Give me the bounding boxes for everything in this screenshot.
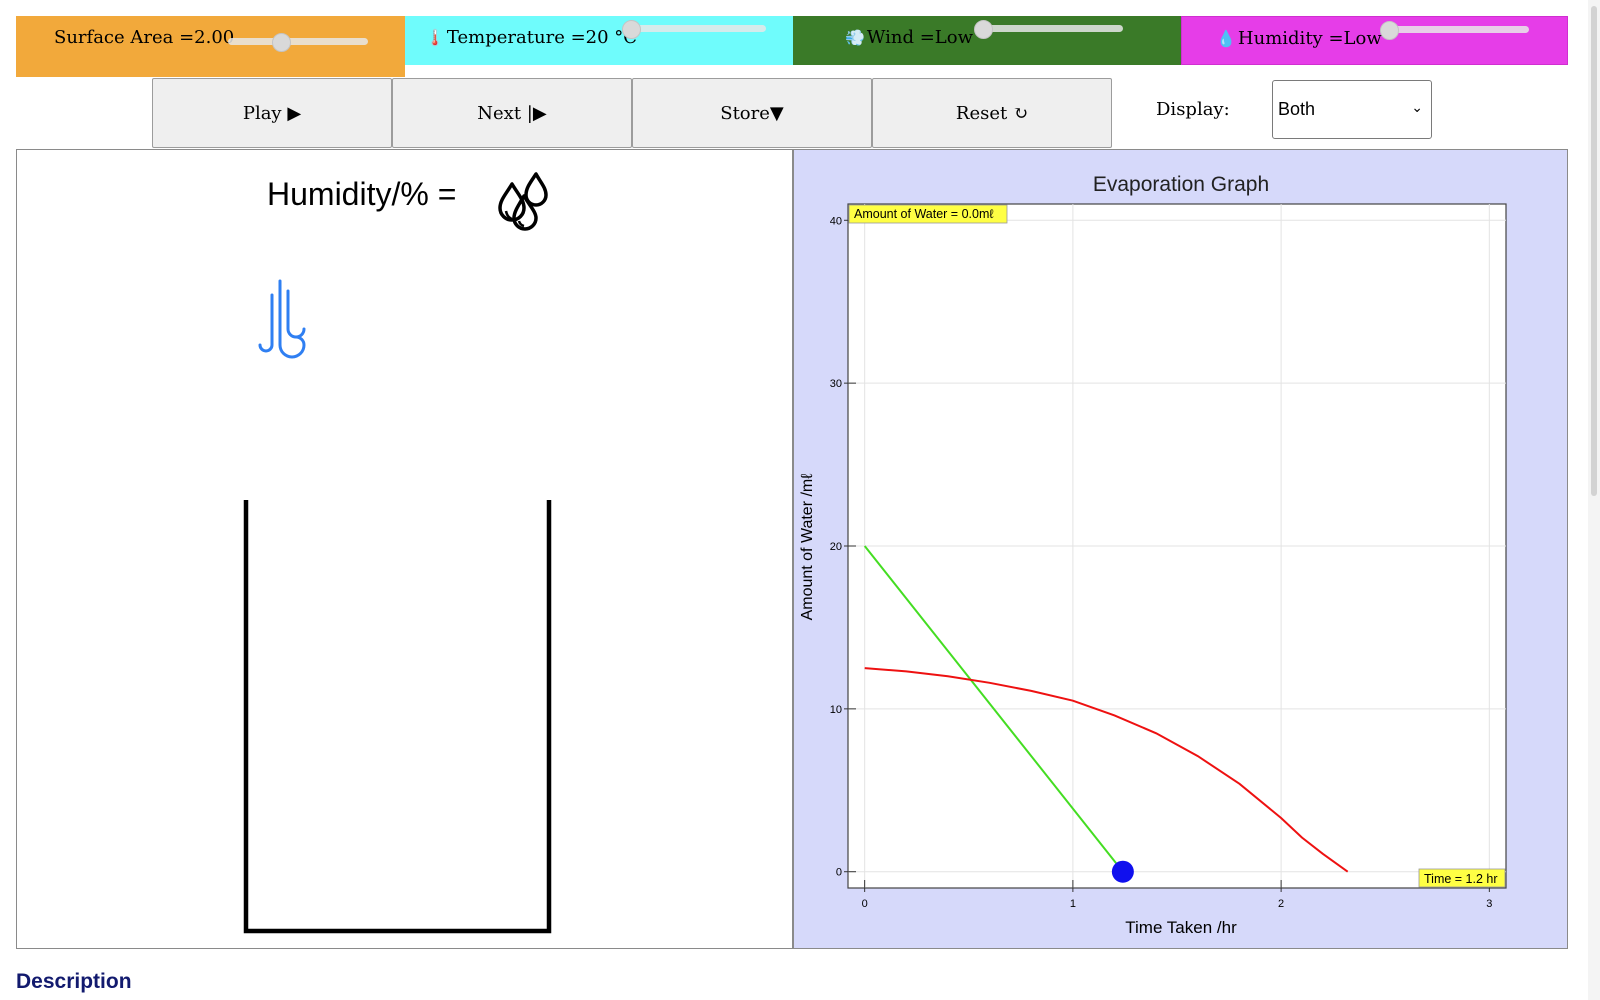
humidity-title: Humidity/% = bbox=[267, 176, 457, 212]
chart-title: Evaporation Graph bbox=[1093, 173, 1269, 196]
store-button[interactable]: Store▼ bbox=[632, 78, 872, 148]
description-heading: Description bbox=[16, 970, 132, 993]
series-line-2 bbox=[864, 667, 1349, 873]
chart-series bbox=[863, 545, 1349, 883]
wind-slider-thumb[interactable] bbox=[974, 20, 993, 39]
x-tick-label: 3 bbox=[1486, 898, 1492, 910]
wind-slider-track[interactable] bbox=[983, 25, 1123, 32]
thermometer-icon: 🌡️ bbox=[425, 28, 445, 47]
display-label: Display: bbox=[1156, 99, 1230, 120]
water-drops-icon bbox=[498, 172, 548, 231]
surface-area-control: Surface Area =2.00 bbox=[16, 16, 405, 77]
temperature-label: Temperature =20 °C bbox=[446, 27, 638, 48]
next-button[interactable]: Next |▶ bbox=[392, 78, 632, 148]
time-annotation-box bbox=[1418, 868, 1506, 888]
surface-area-slider-track[interactable] bbox=[228, 38, 368, 45]
wind-label: Wind =Low bbox=[866, 27, 973, 48]
series-line-1 bbox=[863, 545, 1124, 873]
temperature-slider-track[interactable] bbox=[631, 25, 766, 32]
x-tick-label: 2 bbox=[1278, 898, 1284, 910]
chevron-down-icon: ⌄ bbox=[1411, 99, 1423, 115]
y-tick-label: 20 bbox=[830, 541, 842, 553]
amount-annotation-box bbox=[848, 204, 1008, 224]
display-selected-value: Both bbox=[1278, 99, 1316, 119]
humidity-control: 💧 Humidity =Low bbox=[1181, 16, 1568, 65]
evaporation-graph-panel: Evaporation Graph 0 1 2 3 0 10 20 30 40 Amount o… bbox=[793, 149, 1568, 949]
x-tick-label: 1 bbox=[1070, 898, 1076, 910]
y-axis-label: Amount of Water /mℓ bbox=[799, 474, 816, 621]
humidity-label: Humidity =Low bbox=[1237, 28, 1382, 49]
amount-annotation: Amount of Water = 0.0mℓ bbox=[854, 207, 993, 221]
y-tick-label: 0 bbox=[836, 867, 842, 879]
y-tick-label: 40 bbox=[830, 215, 842, 227]
time-marker bbox=[1111, 860, 1134, 883]
y-tick-label: 30 bbox=[830, 378, 842, 390]
time-annotation: Time = 1.2 hr bbox=[1424, 872, 1498, 886]
chart-annotations: Amount of Water = 0.0mℓ Time = 1.2 hr bbox=[848, 204, 1506, 888]
play-button[interactable]: Play ▶ bbox=[152, 78, 392, 148]
beaker-icon bbox=[243, 500, 552, 934]
humidity-slider-track[interactable] bbox=[1389, 26, 1529, 33]
surface-area-slider-thumb[interactable] bbox=[272, 33, 292, 52]
simulation-panel: Humidity/% = bbox=[16, 149, 793, 949]
y-tick-label: 10 bbox=[830, 704, 842, 716]
reset-button[interactable]: Reset ↻ bbox=[872, 78, 1112, 148]
page-scrollbar[interactable] bbox=[1588, 0, 1600, 1000]
droplet-icon: 💧 bbox=[1216, 29, 1236, 48]
surface-area-label: Surface Area =2.00 bbox=[54, 27, 235, 48]
x-axis-label: Time Taken /hr bbox=[1125, 918, 1237, 937]
display-select[interactable]: Both ⌄ bbox=[1272, 80, 1432, 139]
temperature-slider-thumb[interactable] bbox=[622, 20, 641, 39]
wind-icon bbox=[258, 279, 306, 359]
humidity-slider-thumb[interactable] bbox=[1380, 21, 1399, 40]
wind-icon: 💨 bbox=[845, 28, 865, 47]
scrollbar-thumb[interactable] bbox=[1591, 6, 1597, 496]
temperature-control: 🌡️ Temperature =20 °C bbox=[405, 16, 793, 65]
x-tick-label: 0 bbox=[862, 898, 868, 910]
wind-control: 💨 Wind =Low bbox=[793, 16, 1181, 65]
